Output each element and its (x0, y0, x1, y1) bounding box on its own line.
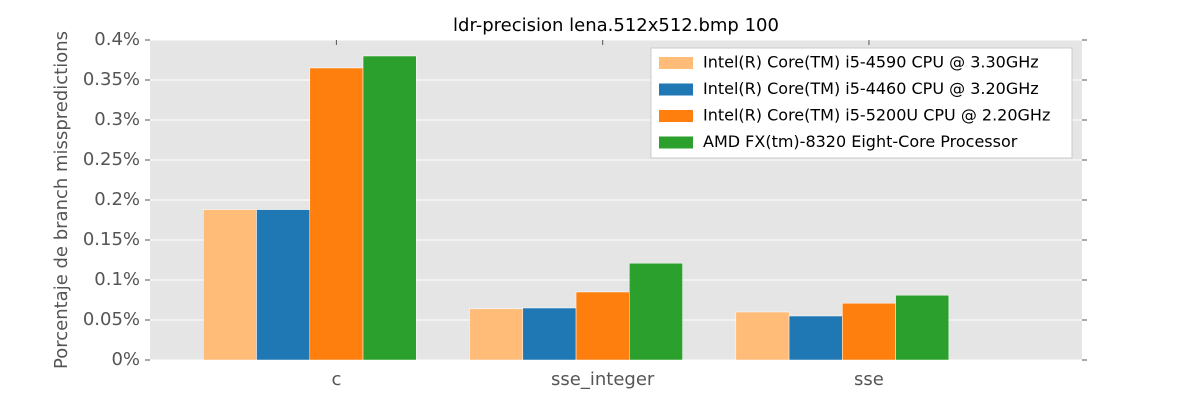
bar (735, 311, 790, 361)
y-tick-label: 0.2% (94, 189, 140, 210)
y-tick-label: 0.1% (94, 269, 140, 290)
legend-swatch (659, 110, 693, 122)
y-axis-label: Porcentaje de branch misspredictions (51, 31, 72, 369)
bar (522, 307, 577, 361)
legend-box (650, 47, 1073, 159)
bar (788, 315, 843, 361)
legend-swatch (659, 136, 693, 149)
y-tick-label: 0.4% (94, 29, 140, 50)
x-tick-label: sse_integer (551, 369, 655, 390)
bar (842, 302, 896, 361)
bar (629, 262, 683, 361)
y-tick-label: 0.25% (83, 149, 140, 170)
y-tick-label: 0.15% (83, 229, 140, 250)
bar (469, 308, 524, 361)
legend-swatch (659, 57, 693, 69)
bar (256, 209, 311, 361)
legend-label: Intel(R) Core(TM) i5-4460 CPU @ 3.20GHz (703, 79, 1039, 98)
y-tick-label: 0.3% (94, 109, 140, 130)
y-tick-label: 0.05% (83, 309, 140, 330)
bar (362, 55, 417, 361)
legend-swatch (659, 83, 693, 96)
chart-title: ldr-precision lena.512x512.bmp 100 (453, 15, 779, 36)
bar (895, 294, 950, 361)
bar (575, 291, 630, 361)
legend-label: Intel(R) Core(TM) i5-5200U CPU @ 2.20GHz (703, 106, 1050, 125)
bar (309, 67, 364, 361)
y-tick-label: 0.35% (83, 69, 140, 90)
legend-label: Intel(R) Core(TM) i5-4590 CPU @ 3.30GHz (703, 53, 1039, 72)
x-tick-label: sse (854, 369, 884, 390)
y-tick-label: 0% (111, 349, 140, 370)
legend-label: AMD FX(tm)-8320 Eight-Core Processor (703, 132, 1018, 151)
bar (203, 209, 257, 361)
x-tick-label: c (331, 369, 341, 390)
